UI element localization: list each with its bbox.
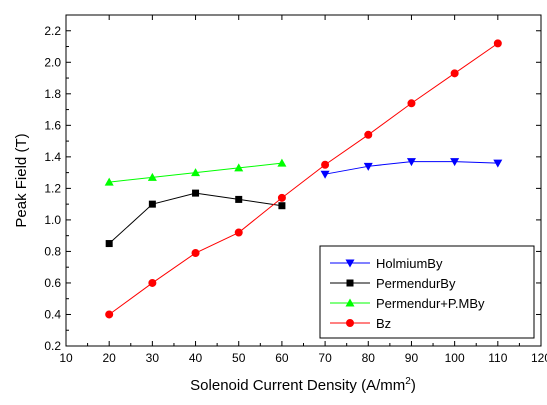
data-point <box>364 130 373 139</box>
x-tick-label: 50 <box>232 351 246 365</box>
data-point <box>191 168 201 177</box>
series-1 <box>105 189 286 248</box>
x-axis-title-suffix: ) <box>411 377 416 394</box>
x-tick-label: 90 <box>405 351 419 365</box>
data-point <box>450 69 459 78</box>
data-point <box>493 39 502 48</box>
y-tick-label: 1.2 <box>44 181 61 195</box>
series-line <box>108 42 499 315</box>
data-point <box>278 202 286 210</box>
data-point <box>407 99 416 108</box>
legend-item: HolmiumBy <box>330 256 443 271</box>
legend-marker <box>345 259 355 268</box>
legend-label: HolmiumBy <box>376 256 443 271</box>
x-axis-title: Solenoid Current Density (A/mm2) <box>190 376 416 394</box>
legend-item: Bz <box>330 316 391 331</box>
series-0 <box>320 158 503 179</box>
x-tick-label: 100 <box>445 351 465 365</box>
legend-label: PermendurBy <box>376 276 456 291</box>
data-point <box>320 170 330 179</box>
x-axis-title-main: Solenoid Current Density (A/mm <box>190 377 405 394</box>
y-tick-label: 0.2 <box>44 339 61 353</box>
x-axis-title-superscript: 2 <box>405 376 411 387</box>
y-tick-label: 1.6 <box>44 118 61 132</box>
y-tick-label: 1.8 <box>44 87 61 101</box>
x-tick-label: 110 <box>488 351 507 365</box>
data-point <box>493 159 503 168</box>
x-tick-label: 30 <box>146 351 160 365</box>
legend-label: Bz <box>376 316 391 331</box>
legend-marker <box>346 279 354 287</box>
y-tick-label: 0.6 <box>44 276 61 290</box>
data-point <box>105 310 114 319</box>
legend-marker <box>345 298 355 307</box>
legend-marker <box>346 319 354 327</box>
y-tick-label: 1.0 <box>44 213 61 227</box>
legend: HolmiumBy PermendurBy Permendur+P.MBy Bz <box>319 245 535 339</box>
data-point <box>277 193 286 202</box>
data-point <box>148 278 157 287</box>
data-point <box>406 158 416 167</box>
y-tick-label: 2.2 <box>44 24 61 38</box>
series-3 <box>105 39 502 319</box>
data-point <box>148 200 156 208</box>
data-point <box>234 228 243 237</box>
y-axis-title: Peak Field (T) <box>13 133 30 227</box>
x-tick-label: 70 <box>318 351 332 365</box>
data-point <box>105 240 113 248</box>
data-point <box>450 158 460 167</box>
y-tick-label: 2.0 <box>44 55 61 69</box>
data-point <box>191 249 200 258</box>
data-point <box>104 177 114 186</box>
legend-item: Permendur+P.MBy <box>330 296 485 311</box>
data-point <box>321 160 330 169</box>
series-2 <box>104 158 287 186</box>
data-point <box>235 195 243 203</box>
x-tick-label: 120 <box>531 351 547 365</box>
x-tick-label: 20 <box>103 351 117 365</box>
series-layer <box>104 39 503 319</box>
x-tick-label: 60 <box>275 351 289 365</box>
legend-label: Permendur+P.MBy <box>376 296 485 311</box>
data-point <box>234 163 244 172</box>
y-tick-label: 1.4 <box>44 150 61 164</box>
legend-item: PermendurBy <box>330 276 456 291</box>
x-tick-label: 80 <box>362 351 376 365</box>
data-point <box>363 162 373 171</box>
axis-ticks: 10 20 30 40 50 60 70 80 90 100 110 120 0.2 0.4 0.6 0.8 1… <box>44 15 547 365</box>
data-point <box>147 172 157 181</box>
y-tick-label: 0.4 <box>44 307 61 321</box>
data-point <box>192 189 200 197</box>
y-tick-label: 0.8 <box>44 244 61 258</box>
x-tick-label: 10 <box>59 351 73 365</box>
x-tick-label: 40 <box>189 351 203 365</box>
data-point <box>277 158 287 167</box>
